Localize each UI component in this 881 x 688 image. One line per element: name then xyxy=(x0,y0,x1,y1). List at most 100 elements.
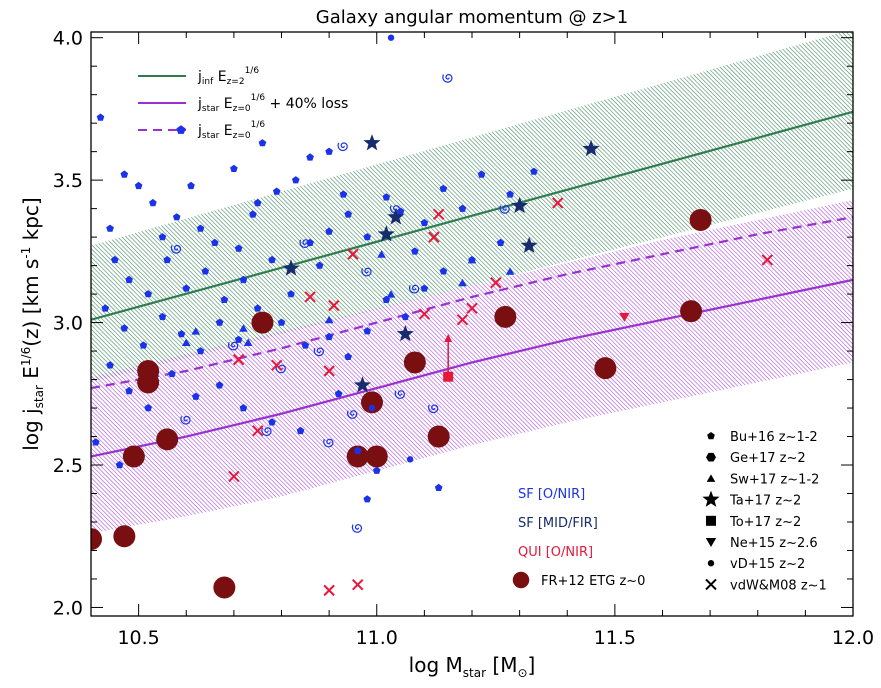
axes: 10.5 11.0 11.5 12.0 2.0 2.5 3.0 3.5 4.0 xyxy=(53,28,874,649)
data-point xyxy=(351,524,363,533)
legend-line-label: jstar Ez=01/6 + 40% loss xyxy=(197,93,348,114)
model-line xyxy=(91,110,853,321)
legend-line-label: jstar Ez=01/6 xyxy=(197,120,265,141)
data-point xyxy=(268,418,276,426)
y-tick-label: 2.0 xyxy=(53,597,83,619)
symbol-legend-label: Bu+16 z~1-2 xyxy=(730,430,818,445)
data-point xyxy=(91,528,102,551)
data-point xyxy=(363,134,381,151)
symbol-legend-label: Ta+17 z~2 xyxy=(729,494,801,509)
color-legend-label: QUI [O/NIR] xyxy=(518,545,593,560)
data-point xyxy=(420,218,429,227)
x-tick-label: 11.5 xyxy=(594,627,636,649)
data-point xyxy=(181,338,191,346)
data-point xyxy=(347,248,359,260)
data-point xyxy=(251,425,264,437)
data-point xyxy=(505,267,515,275)
data-point xyxy=(301,341,310,349)
data-point xyxy=(253,198,262,207)
line-legend: jinf Ez=21/6 jstar Ez=01/6 + 40% loss jsta… xyxy=(138,66,348,141)
x-tick-label: 10.5 xyxy=(117,627,159,649)
data-point xyxy=(363,495,371,503)
data-point xyxy=(432,208,445,221)
data-point xyxy=(382,193,391,201)
data-point xyxy=(227,341,239,351)
data-point xyxy=(196,224,205,232)
data-point xyxy=(239,324,248,332)
data-point xyxy=(396,207,405,215)
symbol-legend: Bu+16 z~1-2 Ge+17 z~2 Sw+17 z~1-2 Ta+17 z~2… xyxy=(702,430,827,593)
data-point xyxy=(115,461,124,469)
data-point xyxy=(761,254,773,266)
data-point xyxy=(442,74,453,83)
data-point xyxy=(408,284,420,294)
symbol-legend-label: vD+15 z~2 xyxy=(730,557,805,572)
data-point xyxy=(334,389,343,397)
data-point xyxy=(306,238,314,246)
data-point xyxy=(125,275,133,284)
legend-marker xyxy=(706,515,716,526)
x-axis-label: log Mstar [M⊙] xyxy=(409,653,536,680)
data-point xyxy=(149,198,157,207)
y-axis-label: log jstar E1/6(z) [km s-1 kpc] xyxy=(19,197,46,450)
data-point xyxy=(232,353,245,366)
data-point xyxy=(211,238,219,246)
data-point xyxy=(377,250,386,258)
data-point xyxy=(163,255,171,264)
data-point xyxy=(467,255,477,264)
legend-marker xyxy=(707,432,715,440)
data-point xyxy=(499,205,510,214)
data-point xyxy=(313,347,325,357)
data-point xyxy=(328,299,340,312)
data-point xyxy=(377,225,395,242)
legend-marker xyxy=(702,490,720,507)
data-point xyxy=(439,184,448,192)
data-point xyxy=(282,259,300,276)
data-point xyxy=(494,305,517,328)
symbol-legend-label: Sw+17 z~1-2 xyxy=(730,472,819,487)
symbol-legend-label: Ne+15 z~2.6 xyxy=(730,536,818,551)
data-point xyxy=(234,335,243,343)
legend-marker xyxy=(706,452,716,462)
data-point xyxy=(403,351,426,374)
data-point xyxy=(353,376,371,393)
data-points xyxy=(91,34,773,599)
data-point xyxy=(401,312,410,321)
legend-marker xyxy=(705,578,717,591)
data-point xyxy=(458,204,467,212)
y-tick-label: 3.0 xyxy=(53,313,83,335)
data-point xyxy=(192,392,200,400)
data-point xyxy=(304,291,316,303)
data-point xyxy=(271,359,283,372)
data-point xyxy=(386,290,396,298)
data-point xyxy=(434,483,443,491)
data-point xyxy=(156,428,179,451)
data-point xyxy=(177,330,186,338)
data-point xyxy=(315,261,324,269)
data-point xyxy=(323,584,335,597)
data-point xyxy=(351,578,364,591)
legend-marker xyxy=(706,474,716,482)
y-tick-label: 2.5 xyxy=(53,455,83,477)
data-point xyxy=(530,167,538,175)
legend-marker xyxy=(512,571,530,589)
color-legend-label: SF [MID/FIR] xyxy=(518,516,598,531)
data-point xyxy=(170,244,182,254)
y-tick-label: 3.5 xyxy=(53,170,83,192)
data-point xyxy=(466,302,478,315)
x-tick-label: 12.0 xyxy=(832,627,874,649)
data-point xyxy=(387,34,395,41)
symbol-legend-label: To+17 z~2 xyxy=(729,515,801,530)
data-point xyxy=(258,139,267,147)
data-point xyxy=(458,278,467,287)
data-point xyxy=(324,315,334,324)
data-point xyxy=(363,233,371,241)
color-legend-label: SF [O/NIR] xyxy=(518,487,585,502)
data-point xyxy=(253,304,262,312)
data-point xyxy=(346,410,358,419)
data-point xyxy=(187,181,195,190)
color-legend-label: FR+12 ETG z~0 xyxy=(541,574,645,589)
model-band xyxy=(91,32,853,383)
